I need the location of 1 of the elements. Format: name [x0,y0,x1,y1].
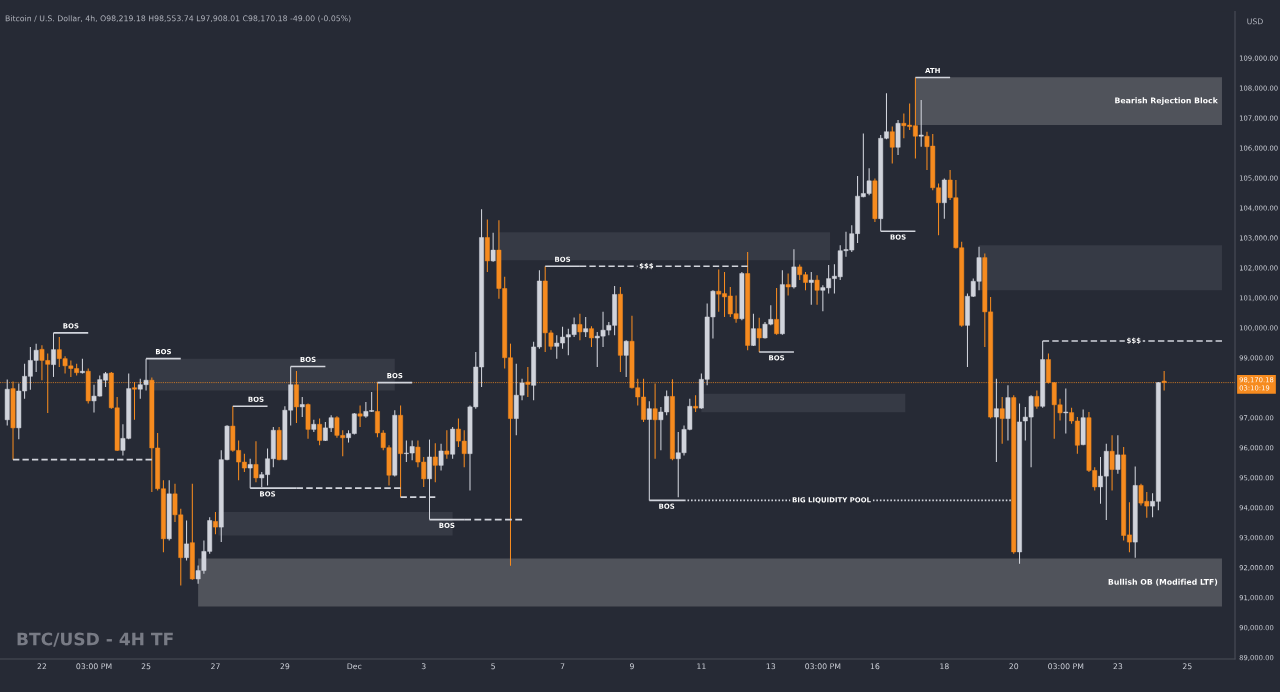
text: BTC/USD - 4H TF [17,632,173,647]
